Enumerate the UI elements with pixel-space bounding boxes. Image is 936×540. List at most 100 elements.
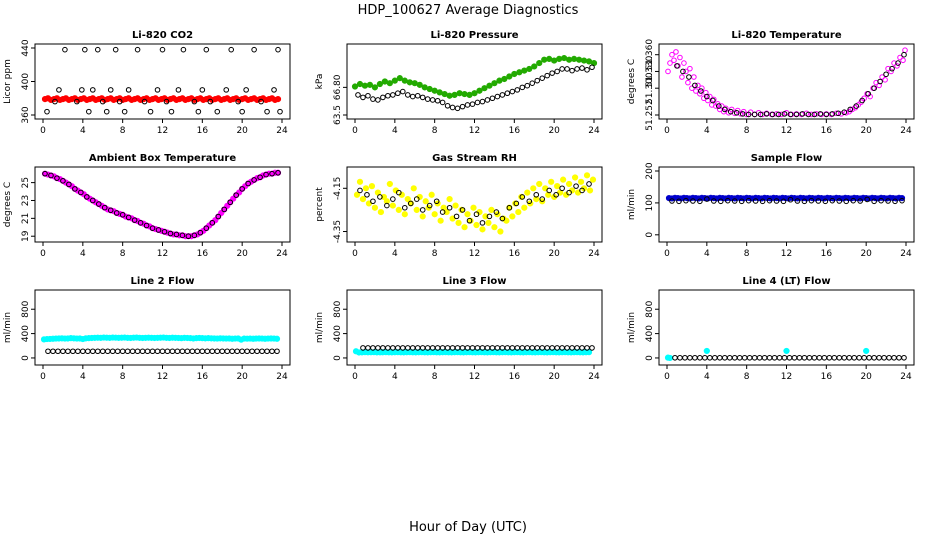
data-point	[783, 347, 790, 355]
y-axis-label: ml/min	[627, 312, 637, 343]
data-point	[440, 204, 447, 211]
data-point	[404, 92, 411, 98]
panel-0: Li-820 CO2 Licor ppm 0 4 8 12 16 20 24 360 400 440	[3, 30, 291, 136]
data-point	[499, 215, 506, 222]
data-point	[459, 103, 466, 110]
x-tick-label: 8	[120, 372, 126, 382]
data-point	[841, 109, 848, 116]
data-point	[584, 66, 590, 73]
x-tick-label: 4	[704, 372, 710, 382]
series-0	[351, 54, 598, 99]
panel-title: Line 4 (LT) Flow	[742, 276, 830, 287]
data-point	[203, 225, 210, 231]
y-tick-label: -4.15	[333, 177, 343, 200]
data-point	[269, 170, 275, 177]
data-point	[429, 97, 436, 103]
data-point	[155, 227, 162, 233]
data-point	[533, 195, 540, 203]
data-point	[395, 206, 402, 214]
data-point	[419, 94, 426, 101]
data-point	[573, 183, 579, 189]
data-point	[55, 348, 61, 355]
data-point	[269, 348, 275, 355]
data-point	[878, 197, 884, 204]
panel-1: Li-820 Pressure kPa 0 4 8 12 16 20 24 63.5 66.80	[315, 30, 603, 136]
data-point	[787, 196, 794, 203]
y-axis-label: kPa	[315, 74, 325, 90]
y-axis-label: Licor ppm	[3, 59, 13, 104]
data-point	[882, 77, 888, 83]
data-point	[778, 111, 785, 118]
data-point	[836, 198, 843, 204]
data-point	[539, 196, 546, 202]
data-point	[843, 198, 850, 205]
panel-title: Line 2 Flow	[131, 276, 195, 287]
x-tick-label: 0	[352, 249, 358, 259]
data-point	[404, 195, 411, 203]
data-point	[204, 348, 211, 355]
data-point	[859, 97, 865, 104]
data-point	[66, 181, 72, 188]
x-tick-label: 24	[588, 126, 600, 136]
data-point	[116, 98, 123, 105]
data-point	[75, 348, 81, 355]
x-tick-label: 20	[236, 249, 248, 259]
plot-frame	[34, 43, 291, 120]
series-0	[665, 47, 908, 118]
data-point	[672, 354, 678, 361]
data-point	[669, 198, 675, 204]
data-point	[665, 68, 671, 75]
data-point	[746, 354, 753, 361]
data-point	[85, 348, 91, 355]
data-point	[488, 206, 495, 214]
data-point	[251, 46, 257, 53]
data-point	[449, 104, 456, 111]
data-point	[556, 55, 563, 62]
data-point	[258, 98, 264, 105]
data-point	[370, 96, 376, 102]
data-point	[881, 354, 887, 361]
data-point	[473, 211, 480, 218]
data-point	[811, 111, 818, 118]
data-point	[751, 111, 758, 118]
panel-title: Gas Stream RH	[432, 153, 517, 164]
x-tick-label: 12	[157, 126, 168, 136]
data-point	[70, 348, 76, 355]
data-point	[466, 217, 473, 224]
data-point	[526, 65, 533, 73]
data-point	[422, 198, 429, 205]
data-point	[666, 354, 674, 362]
data-point	[377, 208, 384, 216]
data-point	[541, 56, 548, 63]
data-point	[879, 74, 885, 80]
x-tick-label: 0	[664, 249, 670, 259]
data-point	[680, 68, 686, 75]
data-point	[727, 108, 734, 115]
data-point	[846, 354, 853, 361]
series-1	[44, 46, 283, 115]
data-point	[245, 180, 251, 187]
data-point	[356, 178, 364, 185]
series-0	[41, 169, 282, 240]
x-tick-label: 24	[588, 372, 600, 382]
data-point	[375, 97, 381, 103]
data-point	[56, 87, 62, 93]
data-point	[506, 204, 513, 211]
data-point	[692, 82, 698, 89]
panel-7: Line 3 Flow ml/min 0 4 8 12 16 20 24 0 400 800	[315, 276, 603, 382]
data-point	[559, 66, 565, 72]
data-point	[469, 101, 476, 107]
data-point	[481, 85, 488, 92]
data-point	[355, 92, 361, 98]
data-point	[149, 348, 156, 355]
data-point	[167, 230, 174, 237]
data-point	[446, 204, 453, 211]
data-point	[711, 96, 717, 103]
data-point	[444, 102, 451, 109]
x-tick-label: 12	[781, 249, 792, 259]
y-tick-label: 63.5	[333, 105, 343, 125]
data-point	[690, 198, 696, 204]
data-point	[513, 200, 520, 207]
data-point	[829, 111, 836, 117]
